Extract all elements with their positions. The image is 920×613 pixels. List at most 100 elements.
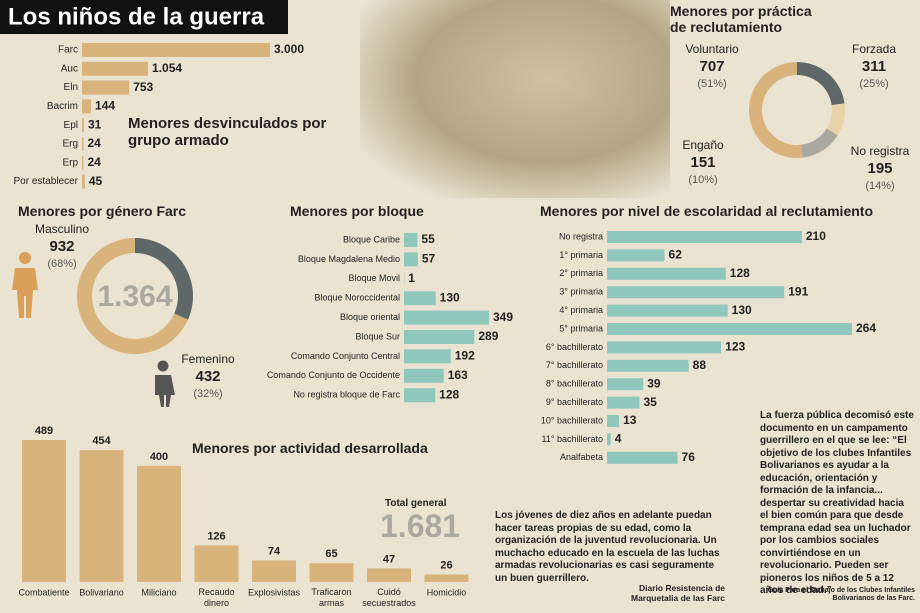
bar [607, 378, 644, 391]
bar [404, 233, 418, 247]
segment-value: 932 [49, 238, 74, 255]
bar [252, 560, 296, 582]
bar [607, 286, 785, 299]
bar [22, 440, 66, 582]
segment-value: 151 [690, 154, 715, 171]
bar [607, 433, 611, 446]
category-label: 2° primaria [559, 268, 603, 278]
bar [607, 323, 852, 335]
bar [82, 43, 270, 57]
segment-name: Voluntario [685, 42, 739, 56]
category-label: Auc [61, 63, 78, 74]
category-label: 11° bachillerato [542, 434, 603, 444]
bar [607, 231, 802, 243]
category-label: Bloque Magdalena Medio [298, 254, 400, 264]
bar [607, 341, 722, 354]
value-label: 753 [133, 80, 153, 94]
value-label: 13 [623, 413, 637, 427]
chart-title: Menores por actividad desarrollada [192, 440, 428, 456]
category-label: 7° bachillerato [546, 360, 603, 370]
chart-title: Menores por nivel de escolaridad al recl… [540, 203, 873, 219]
value-label: 31 [88, 117, 102, 131]
category-label: Erg [62, 139, 78, 150]
bar [404, 368, 444, 383]
value-label: 88 [693, 358, 707, 372]
donut-segment [749, 62, 803, 158]
segment-name: Femenino [181, 352, 235, 366]
value-label: 47 [383, 553, 395, 565]
value-label: 191 [788, 284, 808, 298]
value-label: 264 [856, 321, 876, 335]
segment-name: Masculino [35, 222, 89, 236]
donut-total: 1.364 [97, 280, 172, 313]
bar [607, 359, 689, 372]
category-label: Por establecer [14, 176, 79, 187]
category-label: Erp [62, 157, 78, 168]
value-label: 62 [669, 248, 683, 262]
value-label: 123 [725, 340, 745, 354]
category-label: Bolivariano [79, 587, 124, 597]
value-label: 126 [207, 530, 225, 542]
bar [82, 80, 130, 95]
bar [607, 304, 728, 317]
bar [607, 249, 665, 262]
bar [82, 137, 84, 151]
bar [404, 291, 436, 306]
segment-name: Forzada [852, 42, 896, 56]
value-label: 45 [89, 174, 103, 188]
value-label: 128 [730, 266, 750, 280]
value-label: 57 [422, 252, 436, 266]
total-title: Total general [385, 498, 447, 509]
quote-source: Diario Resistencia de Marquetalia de las… [630, 583, 725, 603]
chart-title: Menores por bloque [290, 203, 424, 219]
segment-percent: (32%) [193, 388, 222, 400]
category-label: Analfabeta [560, 452, 603, 462]
male-icon [12, 252, 38, 318]
value-label: 26 [440, 559, 452, 571]
category-label: Explosivistas [248, 587, 301, 597]
value-label: 4 [615, 432, 622, 446]
total-value: 1.681 [380, 508, 461, 544]
segment-name: Engaño [682, 138, 724, 152]
value-label: 1.054 [152, 61, 182, 75]
category-label: Comando Conjunto de Occidente [267, 370, 400, 380]
bar [404, 310, 489, 325]
bar [404, 252, 418, 267]
value-label: 163 [448, 368, 468, 382]
bar [404, 330, 475, 344]
value-label: 35 [643, 395, 657, 409]
bar [367, 568, 411, 582]
category-label: 1° primaria [559, 250, 603, 260]
segment-value: 311 [862, 58, 886, 75]
value-label: 349 [493, 310, 513, 324]
bar [137, 465, 181, 582]
photo-area [360, 0, 670, 198]
segment-value: 432 [195, 368, 220, 385]
category-label: No registra [559, 231, 603, 241]
segment-percent: (14%) [865, 180, 894, 192]
category-label: Combatiente [18, 587, 69, 597]
value-label: 39 [647, 376, 661, 390]
value-label: 400 [150, 451, 168, 463]
bar [82, 61, 149, 76]
segment-percent: (68%) [47, 258, 76, 270]
donut-segment [797, 62, 845, 106]
category-label: Comando Conjunto Central [291, 351, 400, 361]
category-label: Epl [64, 120, 78, 131]
bar [82, 99, 92, 114]
value-label: 210 [806, 229, 826, 243]
category-label: Bacrim [47, 101, 78, 112]
value-label: 65 [325, 548, 337, 560]
category-label: Homicidio [427, 587, 467, 597]
category-label: Recaudo dinero [198, 587, 234, 608]
bar [607, 267, 726, 280]
value-label: 24 [88, 155, 102, 169]
segment-value: 195 [867, 160, 892, 177]
donut-segment [801, 128, 838, 158]
category-label: No registra bloque de Farc [293, 390, 400, 400]
female-icon [155, 360, 175, 407]
